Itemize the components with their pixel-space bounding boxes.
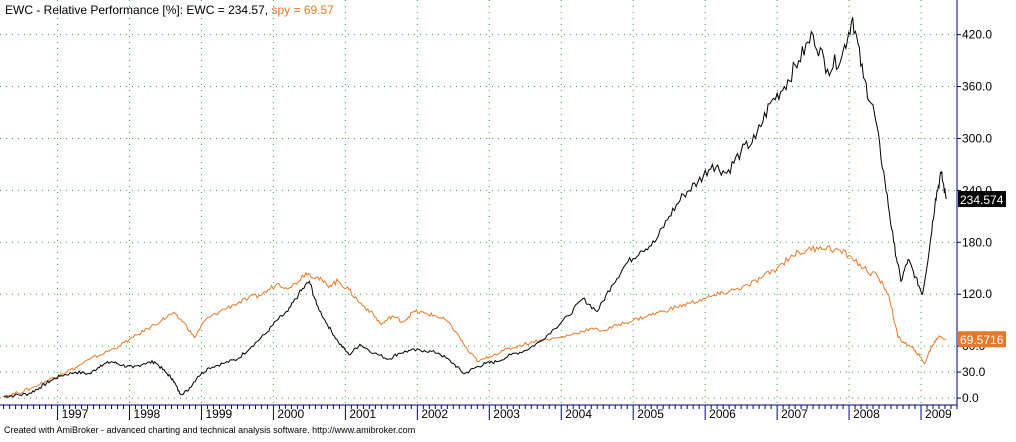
y-tick-label: 360.0: [962, 80, 992, 94]
ewc-last-value-text: 234.574: [960, 193, 1004, 207]
x-tick-label: 1999: [205, 407, 232, 421]
x-tick-label: 1997: [62, 407, 89, 421]
spy-line: [3, 244, 947, 399]
y-tick-label: 0.0: [962, 391, 979, 405]
y-tick-label: 120.0: [962, 287, 992, 301]
ewc-legend: EWC = 234.57,: [186, 3, 269, 17]
y-tick-label: 180.0: [962, 235, 992, 249]
x-tick-label: 2001: [349, 407, 376, 421]
x-tick-label: 2008: [853, 407, 880, 421]
series-layer: [3, 17, 947, 399]
ewc-last-value: 234.574: [958, 191, 1006, 208]
title-prefix: EWC - Relative Performance [%]:: [5, 3, 184, 17]
last-value-layer: 234.574 69.5716: [958, 191, 1006, 348]
y-tick-label: 420.0: [962, 28, 992, 42]
x-tick-label: 2007: [781, 407, 808, 421]
ewc-line: [3, 17, 947, 399]
y-tick-label: 300.0: [962, 131, 992, 145]
ewc-last-value-box: [958, 191, 1006, 208]
footer-credit: Created with AmiBroker - advanced charti…: [4, 425, 416, 435]
x-tick-label: 2009: [925, 407, 952, 421]
spy-last-value: 69.5716: [958, 331, 1006, 348]
y-tick-label: 30.0: [962, 365, 986, 379]
x-tick-label: 2004: [565, 407, 592, 421]
x-tick-label: 2006: [709, 407, 736, 421]
x-tick-label: 2005: [637, 407, 664, 421]
plot-area: [0, 0, 957, 405]
chart-title: EWC - Relative Performance [%]: EWC = 23…: [5, 3, 334, 17]
spy-legend: spy = 69.57: [271, 3, 334, 17]
x-tick-label: 2000: [277, 407, 304, 421]
x-tick-label: 2003: [493, 407, 520, 421]
x-tick-label: 1998: [134, 407, 161, 421]
y-tick-layer: 0.030.060.0120.0180.0240.0300.0360.0420.…: [957, 28, 992, 405]
x-tick-label: 2002: [421, 407, 448, 421]
spy-last-value-box: [958, 331, 1006, 348]
spy-last-value-text: 69.5716: [960, 333, 1004, 347]
x-tick-layer: 1997 1998 1999 2000 2001 2002 2003 2004 2005 2006…: [3, 405, 958, 421]
